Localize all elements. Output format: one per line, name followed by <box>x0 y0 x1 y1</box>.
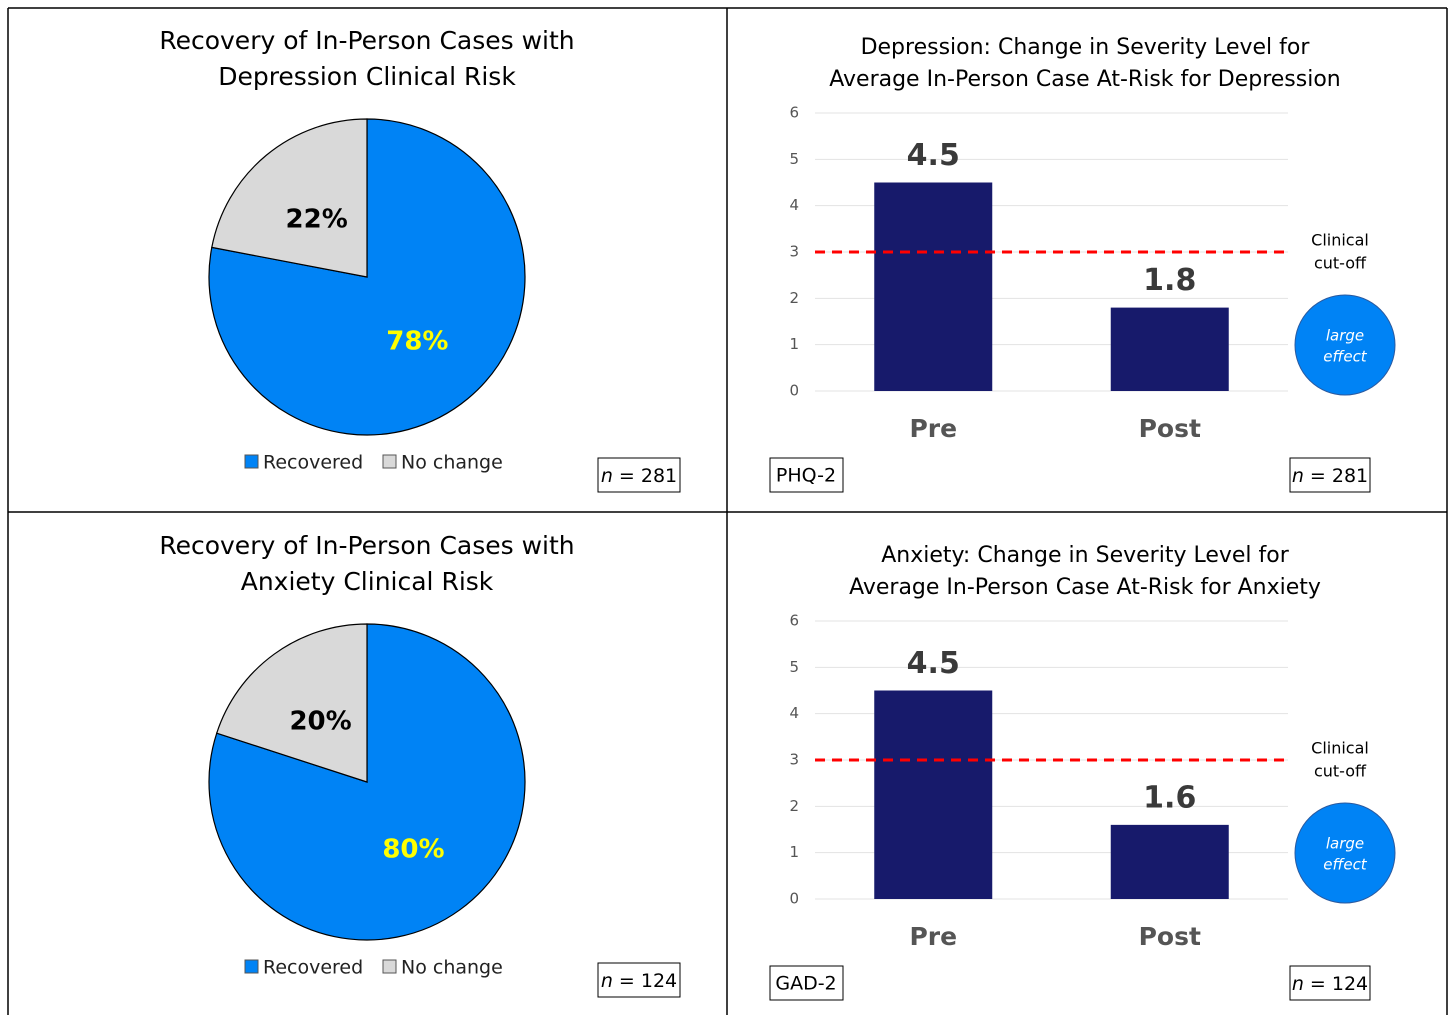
sample-note: n = 124 <box>1292 973 1368 995</box>
y-tick-label: 5 <box>789 658 799 676</box>
bar <box>1110 307 1229 391</box>
y-tick-label: 5 <box>789 150 799 168</box>
y-tick-label: 4 <box>789 196 799 214</box>
chart-title: Anxiety: Change in Severity Level for <box>881 543 1290 568</box>
measure-label: GAD-2 <box>775 973 836 995</box>
data-label: 80% <box>382 834 444 864</box>
legend-swatch <box>382 959 397 974</box>
x-tick-label: Pre <box>909 922 957 951</box>
chart-title: Average In-Person Case At-Risk for Anxie… <box>849 575 1321 600</box>
y-tick-label: 1 <box>789 843 799 861</box>
reference-label: cut-off <box>1314 254 1367 273</box>
reference-label: Clinical <box>1311 231 1369 250</box>
y-tick-label: 2 <box>789 797 799 815</box>
chart-title: Depression: Change in Severity Level for <box>861 35 1311 60</box>
pie-slice <box>211 118 368 278</box>
bar <box>874 182 993 391</box>
legend-label: Recovered <box>263 452 363 474</box>
x-tick-label: Post <box>1139 414 1201 443</box>
effect-badge <box>1294 294 1396 396</box>
note-box <box>1289 965 1371 1001</box>
sample-note: n = 281 <box>1292 465 1368 487</box>
sample-note: n = 281 <box>601 465 677 487</box>
legend-swatch <box>244 454 259 469</box>
sample-n: n <box>601 970 613 992</box>
effect-badge <box>1294 802 1396 904</box>
y-tick-label: 6 <box>789 104 799 122</box>
x-tick-label: Pre <box>909 414 957 443</box>
sample-count: = 281 <box>619 465 677 487</box>
sample-count: = 124 <box>619 970 677 992</box>
pie-slice <box>208 623 526 941</box>
y-tick-label: 0 <box>789 890 799 908</box>
measure-box <box>769 457 844 493</box>
sample-count: = 124 <box>1310 973 1368 995</box>
y-tick-label: 1 <box>789 335 799 353</box>
data-label: 4.5 <box>907 646 960 681</box>
legend-label: No change <box>401 452 503 474</box>
effect-label: large <box>1326 327 1364 345</box>
bar <box>874 690 993 899</box>
chart-title: Depression Clinical Risk <box>218 62 516 91</box>
pie-slice <box>208 118 526 436</box>
sample-n: n <box>1292 973 1304 995</box>
chart-title: Anxiety Clinical Risk <box>241 567 494 596</box>
sample-n: n <box>1292 465 1304 487</box>
y-tick-label: 6 <box>789 612 799 630</box>
reference-label: Clinical <box>1311 739 1369 758</box>
note-box <box>1289 457 1371 493</box>
data-label: 20% <box>289 707 351 737</box>
x-tick-label: Post <box>1139 922 1201 951</box>
effect-label: effect <box>1323 348 1368 366</box>
measure-box <box>769 965 844 1001</box>
sample-n: n <box>601 465 613 487</box>
effect-label: effect <box>1323 856 1368 874</box>
chart-title: Recovery of In-Person Cases with <box>159 531 574 560</box>
note-box <box>597 962 681 998</box>
y-tick-label: 3 <box>789 243 799 261</box>
note-box <box>597 457 681 493</box>
data-label: 22% <box>286 205 348 235</box>
legend-swatch <box>244 959 259 974</box>
legend-swatch <box>382 454 397 469</box>
y-tick-label: 2 <box>789 289 799 307</box>
data-label: 78% <box>386 326 448 356</box>
reference-label: cut-off <box>1314 762 1367 781</box>
chart-title: Average In-Person Case At-Risk for Depre… <box>829 67 1341 92</box>
effect-label: large <box>1326 835 1364 853</box>
pie-slice <box>215 623 368 783</box>
sample-note: n = 124 <box>601 970 677 992</box>
y-tick-label: 4 <box>789 704 799 722</box>
y-tick-label: 3 <box>789 751 799 769</box>
bar <box>1110 824 1229 899</box>
sample-count: = 281 <box>1310 465 1368 487</box>
y-tick-label: 0 <box>789 382 799 400</box>
measure-label: PHQ-2 <box>776 465 836 487</box>
legend-label: Recovered <box>263 957 363 979</box>
data-label: 4.5 <box>907 138 960 173</box>
legend-label: No change <box>401 957 503 979</box>
chart-title: Recovery of In-Person Cases with <box>159 26 574 55</box>
data-label: 1.6 <box>1143 780 1196 815</box>
data-label: 1.8 <box>1143 263 1196 298</box>
